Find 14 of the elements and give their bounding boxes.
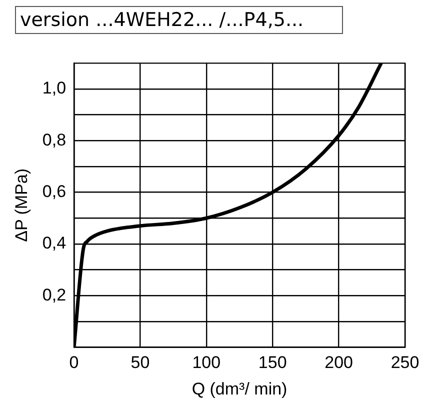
x-tick-label: 200 — [324, 353, 353, 372]
x-tick-label: 100 — [192, 353, 221, 372]
y-tick-label: 0,6 — [42, 182, 66, 201]
chart-title: version ...4WEH22... /...P4,5... — [15, 6, 343, 34]
y-tick-label: 1,0 — [42, 78, 66, 98]
y-tick-label: 0,8 — [42, 130, 66, 150]
x-tick-label: 250 — [390, 353, 420, 372]
y-axis-title: ΔP (MPa) — [12, 168, 31, 242]
x-tick-label: 50 — [130, 353, 150, 372]
y-tick-label: 0,4 — [42, 234, 66, 253]
x-axis-title: Q (dm³/ min) — [192, 379, 288, 398]
x-tick-label: 0 — [69, 353, 79, 372]
y-tick-label: 0,2 — [42, 285, 66, 304]
x-tick-label: 150 — [258, 353, 287, 372]
